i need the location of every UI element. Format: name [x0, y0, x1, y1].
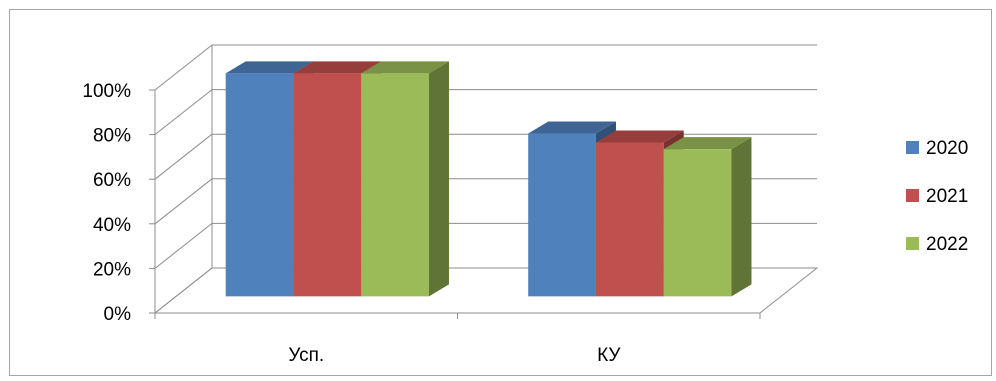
- y-tick-label: 40%: [93, 215, 131, 236]
- y-tick-label: 20%: [93, 259, 131, 280]
- legend-swatch: [906, 237, 919, 250]
- legend-swatch: [906, 189, 919, 202]
- bars: [225, 61, 752, 297]
- x-tick-label: КУ: [597, 345, 621, 366]
- y-tick-label: 100%: [82, 81, 131, 102]
- legend-item: 2022: [906, 234, 968, 255]
- legend-item: 2021: [906, 186, 968, 207]
- y-axis-tick-labels: 0% 20% 40% 60% 80% 100%: [82, 81, 131, 325]
- legend-label: 2022: [926, 234, 968, 255]
- y-tick-label: 60%: [93, 170, 131, 191]
- legend-label: 2020: [926, 138, 968, 159]
- y-tick-label: 80%: [93, 126, 131, 147]
- legend: 2020 2021 2022: [906, 138, 968, 255]
- chart-border: [9, 9, 992, 376]
- legend-item: 2020: [906, 138, 968, 159]
- axes: [149, 89, 761, 319]
- y-tick-label: 0%: [104, 304, 132, 325]
- legend-label: 2021: [926, 186, 968, 207]
- gridline: [154, 44, 817, 91]
- bar: [663, 137, 752, 297]
- x-tick-label: Усп.: [288, 345, 324, 366]
- bar: [361, 61, 449, 297]
- legend-swatch: [906, 141, 919, 154]
- x-axis-tick-labels: Усп. КУ: [288, 345, 621, 366]
